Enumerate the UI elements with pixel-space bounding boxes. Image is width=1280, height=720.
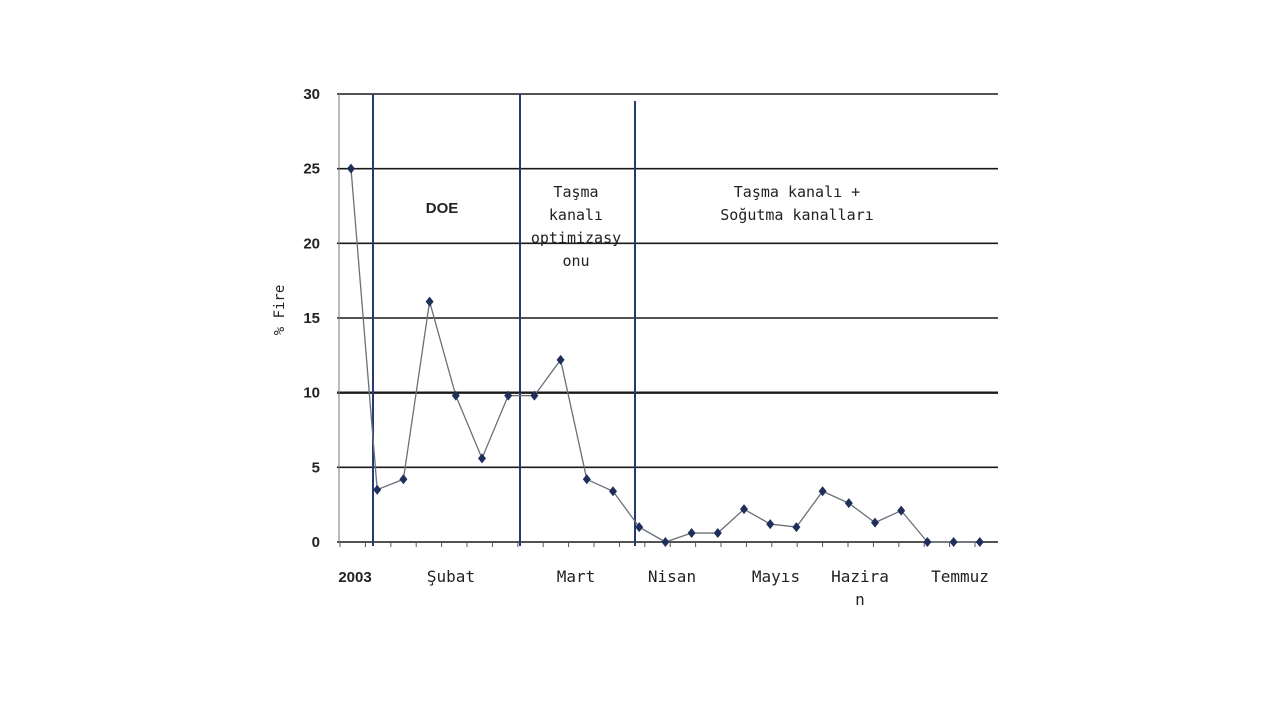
- region-label-bg: [522, 172, 634, 242]
- data-point: [451, 390, 460, 401]
- y-tick-label: 25: [303, 161, 320, 178]
- data-point: [556, 354, 565, 365]
- data-point: [530, 390, 539, 401]
- data-point: [399, 474, 408, 485]
- region-label: Soğutma kanalları: [720, 206, 874, 224]
- x-label: Hazira: [831, 567, 889, 586]
- data-point: [949, 537, 958, 547]
- x-label: n: [855, 590, 865, 609]
- region-label-bg: [945, 170, 997, 242]
- data-point: [792, 522, 801, 533]
- y-tick-label: 5: [312, 459, 320, 476]
- data-point: [923, 537, 932, 547]
- y-tick-label: 15: [303, 310, 320, 327]
- y-tick-label: 20: [303, 235, 320, 252]
- x-label: Nisan: [648, 567, 696, 586]
- data-point: [478, 453, 486, 464]
- data-point: [713, 528, 722, 539]
- region-label: Taşma: [553, 183, 598, 201]
- y-axis-label: % Fire: [272, 285, 288, 336]
- x-label: Şubat: [427, 567, 475, 586]
- y-tick-label: 0: [312, 534, 320, 551]
- data-point: [818, 486, 827, 497]
- data-point: [582, 474, 591, 485]
- data-point: [504, 390, 513, 401]
- y-tick-label: 30: [303, 86, 320, 103]
- x-label: Temmuz: [931, 567, 989, 586]
- data-point: [975, 537, 984, 547]
- data-point: [373, 484, 382, 495]
- data-point: [425, 296, 434, 307]
- region-label: onu: [562, 252, 589, 270]
- data-point: [661, 537, 670, 547]
- x-label: 2003: [338, 569, 371, 586]
- y-tick-label: 10: [303, 385, 320, 402]
- data-point: [871, 517, 879, 528]
- x-label: Mart: [557, 567, 596, 586]
- data-point: [609, 486, 617, 497]
- data-point: [897, 505, 906, 516]
- data-point: [635, 522, 644, 533]
- data-point: [740, 504, 748, 515]
- region-label: Taşma kanalı +: [734, 183, 860, 201]
- region-label: kanalı: [549, 206, 603, 224]
- data-point: [844, 498, 853, 509]
- x-label: Mayıs: [752, 567, 800, 586]
- region-label: DOE: [426, 200, 459, 217]
- region-label: optimizasy: [531, 229, 621, 247]
- data-point: [347, 163, 355, 174]
- data-point: [687, 528, 696, 539]
- region-label-bg: [637, 170, 945, 242]
- data-point: [766, 519, 775, 530]
